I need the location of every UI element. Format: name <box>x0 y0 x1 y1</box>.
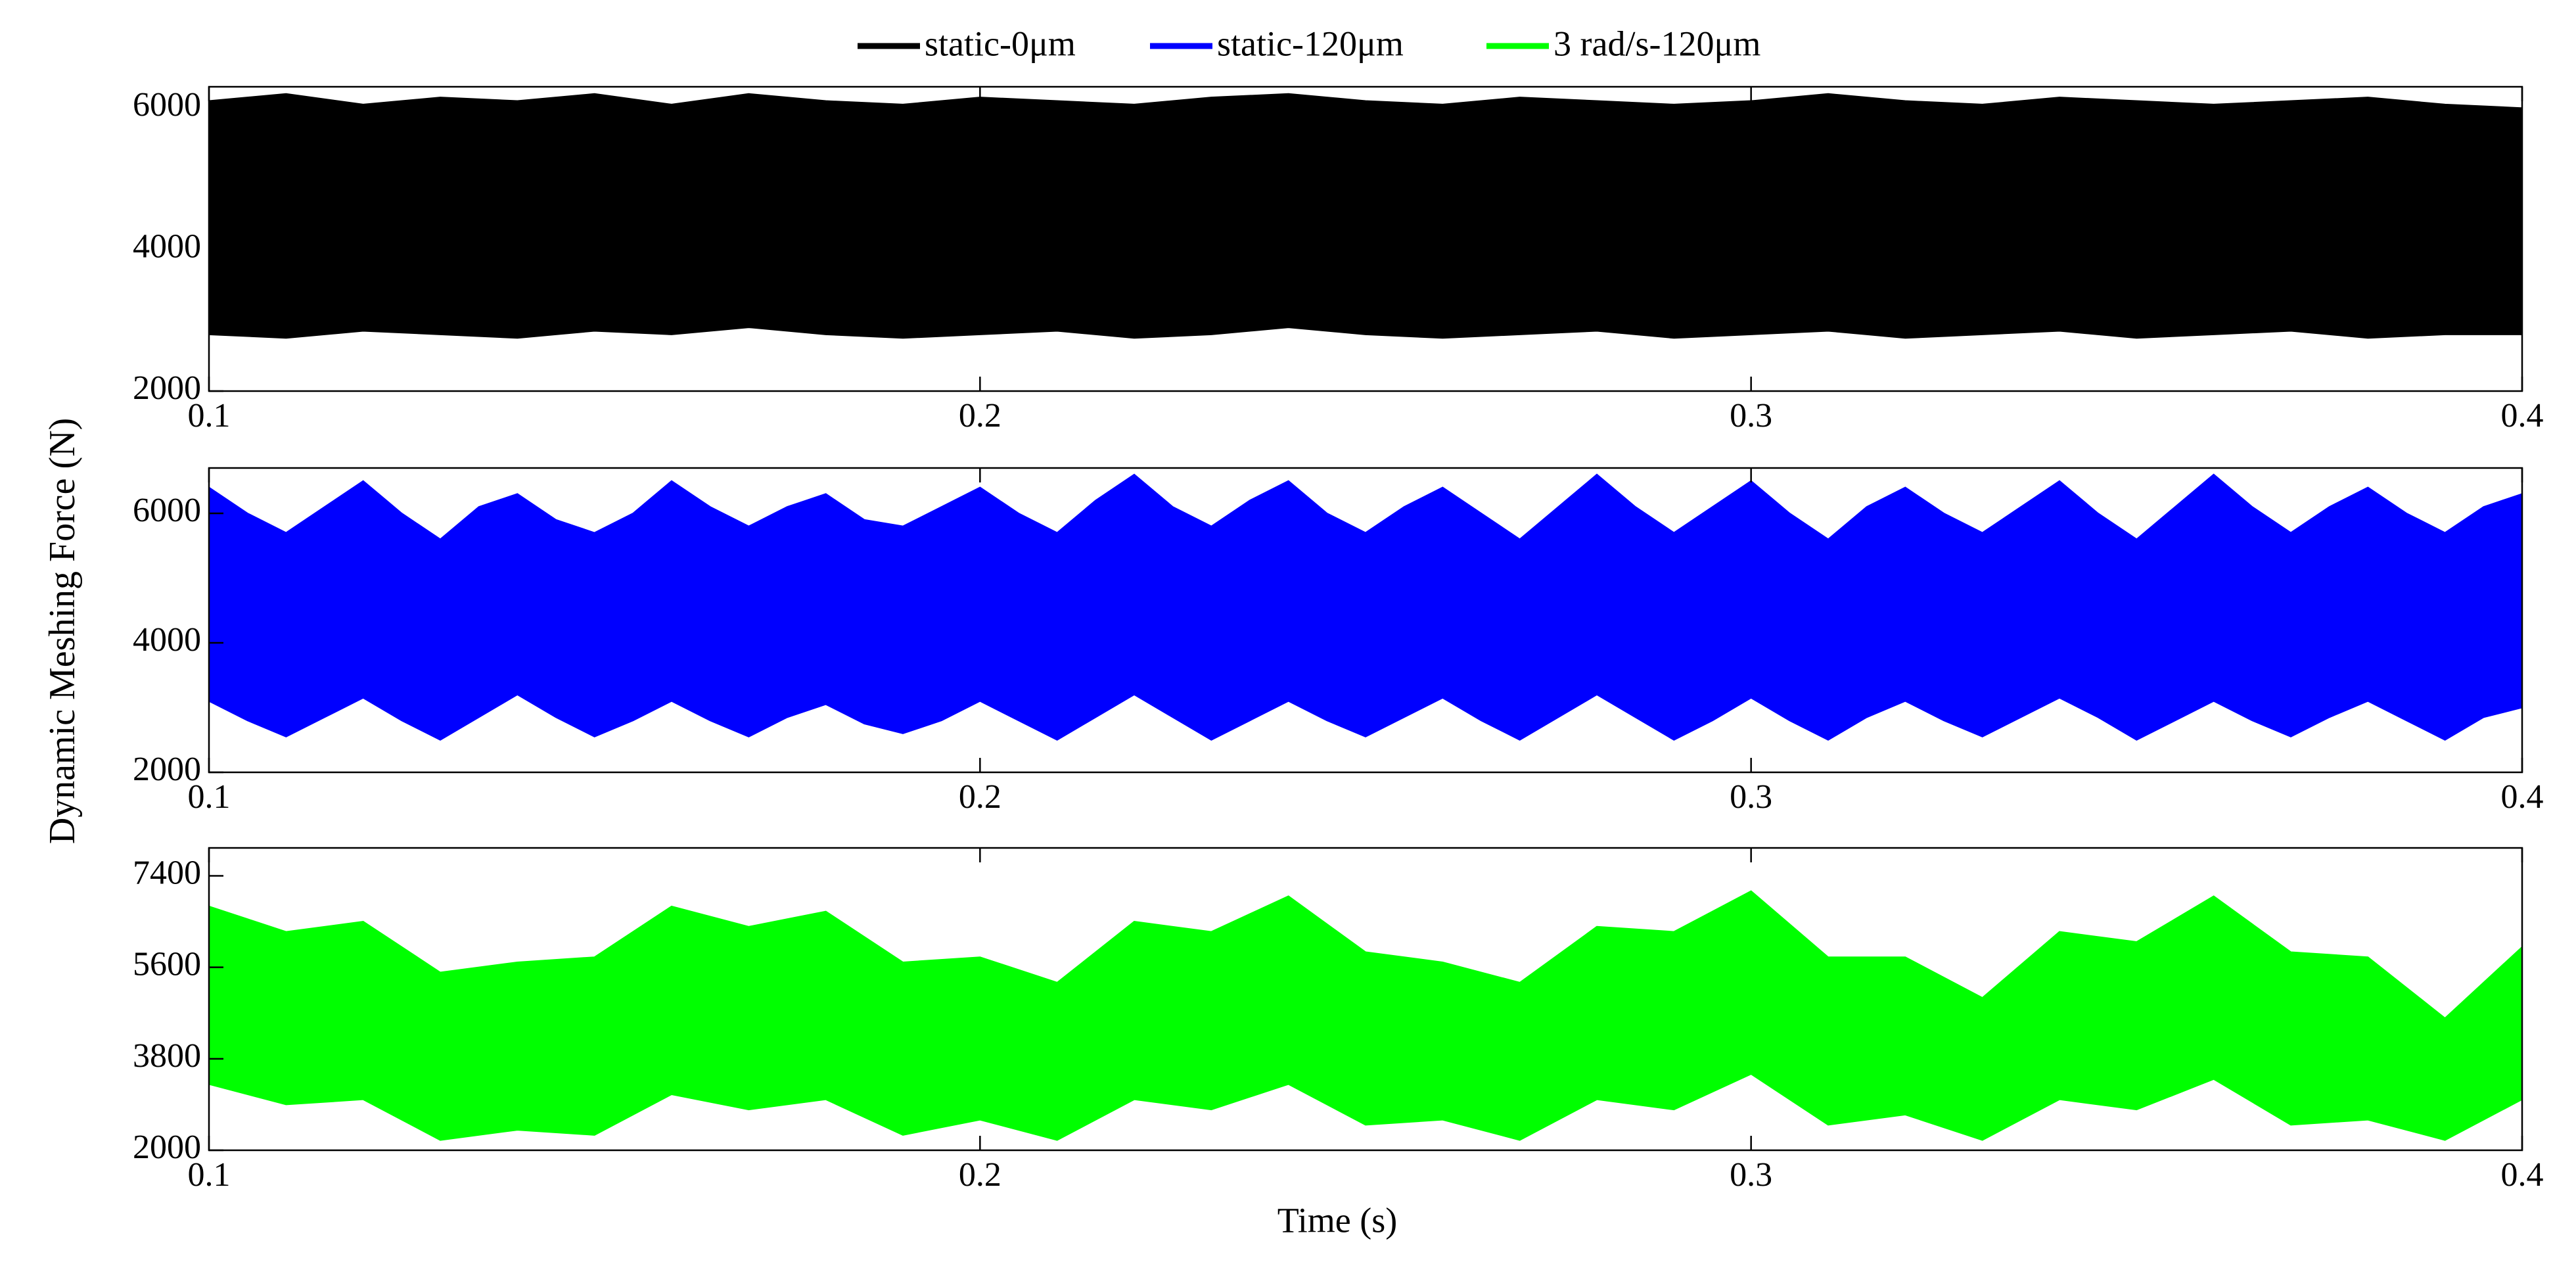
axes-box <box>208 467 2523 774</box>
x-tick-label: 0.4 <box>2501 778 2544 816</box>
legend-label: static-0μm <box>925 24 1076 63</box>
x-tick-label: 0.4 <box>2501 1156 2544 1194</box>
y-tick-label: 2000 <box>133 1129 201 1166</box>
x-tick-label: 0.1 <box>188 1156 231 1194</box>
x-axis-label: Time (s) <box>1277 1200 1398 1240</box>
y-tick-label: 6000 <box>133 86 201 124</box>
signal-band <box>208 93 2523 339</box>
x-tick-label: 0.4 <box>2501 397 2544 434</box>
signal-band <box>208 473 2523 741</box>
x-tick-label: 0.2 <box>959 1156 1001 1194</box>
y-tick-label: 3800 <box>133 1037 201 1075</box>
y-tick-label: 2000 <box>133 369 201 407</box>
signal-band <box>208 890 2523 1141</box>
axes-box <box>208 85 2523 392</box>
x-tick-label: 0.3 <box>1730 1156 1772 1194</box>
x-tick-label: 0.3 <box>1730 397 1772 434</box>
y-tick-label: 4000 <box>133 228 201 266</box>
x-tick-label: 0.1 <box>188 397 231 434</box>
y-axis-label: Dynamic Meshing Force (N) <box>42 418 83 845</box>
legend-label: 3 rad/s-120μm <box>1553 24 1760 63</box>
y-tick-label: 2000 <box>133 751 201 788</box>
x-tick-label: 0.3 <box>1730 778 1772 816</box>
y-tick-label: 6000 <box>133 492 201 529</box>
legend-label: static-120μm <box>1217 24 1404 63</box>
x-tick-label: 0.2 <box>959 397 1001 434</box>
y-tick-label: 7400 <box>133 854 201 891</box>
x-tick-label: 0.1 <box>188 778 231 816</box>
y-tick-label: 4000 <box>133 621 201 659</box>
axes-box <box>208 847 2523 1152</box>
y-tick-label: 5600 <box>133 946 201 983</box>
x-tick-label: 0.2 <box>959 778 1001 816</box>
